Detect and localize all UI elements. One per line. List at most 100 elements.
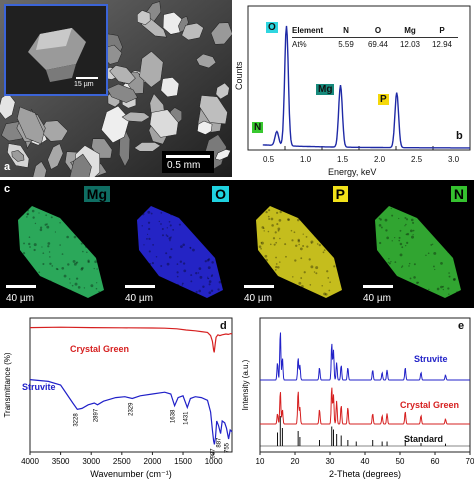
map-crystal-shape bbox=[375, 206, 462, 298]
sem-crystal bbox=[197, 120, 213, 135]
map-speckle bbox=[321, 284, 323, 287]
map-speckle bbox=[274, 231, 277, 234]
map-speckle bbox=[268, 217, 271, 220]
xrd-xtick-label: 20 bbox=[291, 457, 300, 466]
map-speckle bbox=[279, 210, 282, 214]
sem-inset: 15 µm bbox=[4, 4, 108, 96]
map-speckle bbox=[49, 262, 52, 266]
map-speckle bbox=[218, 280, 222, 284]
map-speckle bbox=[278, 282, 280, 284]
map-speckle bbox=[149, 262, 152, 265]
map-speckle bbox=[45, 209, 48, 212]
map-speckle bbox=[182, 243, 185, 247]
map-speckle bbox=[422, 290, 426, 293]
map-speckle bbox=[141, 258, 144, 260]
map-crystal bbox=[137, 206, 223, 298]
eds-row-label: At% bbox=[292, 40, 307, 49]
map-speckle bbox=[275, 290, 277, 292]
map-speckle bbox=[161, 234, 164, 237]
sem-crystal bbox=[121, 111, 151, 123]
map-speckle bbox=[189, 247, 192, 249]
eds-xtick-3: 1.5 bbox=[337, 155, 349, 164]
map-speckle bbox=[261, 226, 265, 229]
map-speckle bbox=[326, 270, 329, 273]
map-speckle bbox=[394, 237, 396, 239]
map-speckle bbox=[316, 243, 319, 245]
map-speckle bbox=[274, 268, 277, 271]
map-speckle bbox=[262, 227, 265, 230]
map-speckle bbox=[26, 213, 29, 216]
map-speckle bbox=[405, 223, 407, 226]
map-speckle bbox=[174, 213, 177, 217]
map-speckle bbox=[33, 243, 37, 247]
map-speckle bbox=[411, 212, 414, 214]
map-speckle bbox=[183, 269, 187, 273]
eds-header-o: O bbox=[374, 26, 382, 35]
map-speckle bbox=[181, 282, 184, 285]
map-speckle bbox=[295, 244, 298, 248]
map-speckle bbox=[42, 252, 45, 255]
map-speckle bbox=[431, 231, 434, 234]
ftir-series-crystal-green bbox=[29, 326, 233, 353]
map-speckle bbox=[311, 224, 314, 227]
map-speckle bbox=[58, 209, 61, 213]
eds-table-row: At% 5.59 69.44 12.03 12.94 bbox=[292, 40, 458, 49]
map-speckle bbox=[86, 237, 89, 240]
map-speckle bbox=[70, 209, 73, 212]
map-element-tag: N bbox=[450, 186, 467, 202]
map-speckle bbox=[454, 221, 458, 225]
map-speckle bbox=[198, 267, 202, 270]
ftir-xtick-label: 1500 bbox=[174, 457, 192, 466]
map-speckle bbox=[323, 249, 326, 251]
eds-xtick-4: 2.0 bbox=[374, 155, 386, 164]
map-speckle bbox=[67, 263, 70, 266]
map-speckle bbox=[389, 279, 392, 282]
map-speckle bbox=[68, 278, 71, 280]
map-speckle bbox=[263, 230, 265, 232]
map-speckle bbox=[207, 258, 211, 261]
ftir-xtick-label: 4000 bbox=[21, 457, 39, 466]
map-speckle bbox=[382, 282, 386, 285]
map-crystal bbox=[18, 206, 104, 298]
map-speckle bbox=[138, 277, 141, 280]
map-speckle bbox=[79, 215, 83, 219]
sem-crystal bbox=[39, 120, 69, 142]
map-speckle bbox=[275, 241, 278, 244]
map-speckle bbox=[448, 275, 451, 278]
map-speckle bbox=[81, 266, 84, 270]
map-speckle bbox=[178, 223, 181, 226]
map-mg: Mg 40 µm bbox=[0, 180, 118, 308]
map-speckle bbox=[92, 232, 95, 235]
map-speckle bbox=[73, 262, 77, 266]
map-speckle bbox=[300, 257, 303, 260]
map-speckle bbox=[207, 276, 209, 278]
map-speckle bbox=[297, 238, 300, 242]
map-speckle bbox=[98, 291, 100, 293]
sem-crystal bbox=[181, 22, 204, 41]
map-speckle bbox=[155, 285, 158, 288]
map-speckle bbox=[451, 232, 454, 235]
map-speckle bbox=[22, 251, 26, 255]
map-speckle bbox=[23, 275, 26, 278]
map-speckle bbox=[277, 229, 280, 232]
eds-value-p: 12.94 bbox=[431, 40, 453, 49]
map-speckle bbox=[169, 224, 172, 227]
map-scale-bar bbox=[244, 285, 274, 288]
map-crystal-shape bbox=[18, 206, 105, 298]
map-speckle bbox=[378, 290, 382, 294]
map-speckle bbox=[450, 223, 453, 226]
eds-header-n: N bbox=[343, 26, 349, 35]
xrd-series-crystal-green bbox=[260, 387, 470, 425]
map-speckle bbox=[213, 227, 217, 231]
map-speckle bbox=[427, 252, 430, 255]
map-speckle bbox=[413, 263, 416, 266]
xrd-xtick-label: 10 bbox=[256, 457, 265, 466]
map-speckle bbox=[272, 293, 276, 297]
map-speckle bbox=[99, 244, 102, 247]
map-speckle bbox=[187, 215, 191, 219]
map-speckle bbox=[214, 209, 216, 211]
map-speckle bbox=[99, 242, 102, 245]
map-speckle bbox=[39, 228, 43, 232]
map-speckle bbox=[169, 239, 171, 242]
map-speckle bbox=[260, 247, 262, 250]
